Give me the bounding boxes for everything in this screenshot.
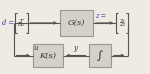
- Text: ∫: ∫: [97, 50, 103, 61]
- Text: z₁: z₁: [119, 17, 125, 25]
- Text: z =: z =: [95, 12, 106, 20]
- FancyBboxPatch shape: [33, 44, 63, 67]
- FancyBboxPatch shape: [60, 10, 93, 36]
- Text: z₂: z₂: [119, 20, 125, 28]
- Text: K(s): K(s): [39, 52, 57, 59]
- Text: y: y: [74, 44, 78, 52]
- Text: r: r: [20, 17, 23, 25]
- FancyBboxPatch shape: [88, 44, 111, 67]
- Text: G(s): G(s): [68, 19, 85, 27]
- Text: u: u: [34, 44, 38, 52]
- Text: nᵤ: nᵤ: [18, 20, 25, 28]
- Text: d =: d =: [2, 19, 14, 27]
